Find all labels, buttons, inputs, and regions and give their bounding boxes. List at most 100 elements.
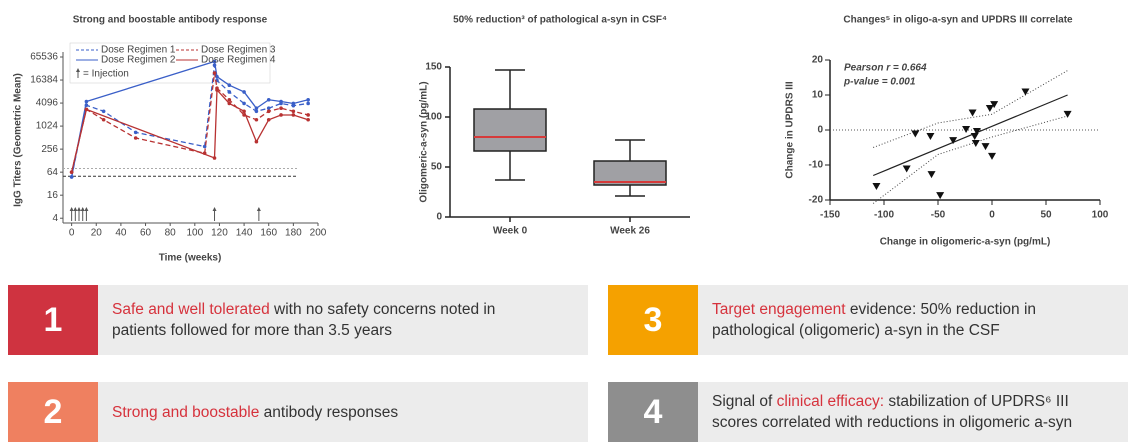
point [971,139,980,147]
card-number: 3 [608,285,698,355]
injection-note: = Injection [83,69,129,80]
card-text-part: antibody responses [259,403,399,421]
point [242,90,246,94]
x-tick-label: 140 [236,228,253,239]
card-number: 1 [8,285,98,355]
point [962,125,971,133]
point [242,109,246,114]
annotation: Pearson r = 0.664 [844,63,927,74]
card: 1 Safe and well tolerated with no safety … [8,285,588,355]
point [1021,88,1030,96]
series-line [70,72,309,173]
arrow-head [73,207,78,211]
chart-title: 50% reduction³ of pathological a-syn in … [453,15,667,26]
x-tick-label: 200 [310,228,327,239]
x-tick-label: -50 [931,210,946,221]
confidence-band [873,70,1068,148]
point [84,99,89,104]
point [872,183,881,190]
point [266,97,271,102]
x-tick-label: 80 [165,228,177,239]
y-tick-label: 4096 [36,98,59,109]
series-line [70,65,309,178]
y-tick-label: 16384 [30,75,58,86]
card: 2 Strong and boostable antibody responses [8,382,588,442]
card-text: Target engagement evidence: 50% reductio… [698,299,1126,341]
point [279,113,283,117]
x-tick-label: Week 0 [493,226,528,237]
card: 3 Target engagement evidence: 50% reducti… [608,285,1128,355]
legend-label: Dose Regimen 3 [201,45,276,56]
point [69,175,74,179]
y-axis-label: Oligomeric-a-syn (pg/mL) [419,81,430,202]
y-tick-label: -20 [809,195,824,206]
confidence-band [872,115,1068,204]
fit-line [872,94,1068,177]
point [306,101,310,106]
x-tick-label: 160 [260,228,277,239]
arrow-head [84,207,89,211]
point [202,144,207,149]
y-tick-label: 20 [812,55,824,66]
point [266,106,271,111]
arrow-head [212,207,217,211]
point [254,139,259,144]
point [266,117,271,122]
card-text-part: Strong and boostable [112,403,260,421]
point [242,101,246,106]
x-tick-label: Week 26 [610,226,650,237]
card-text: Safe and well tolerated with no safety c… [98,299,546,341]
point [279,99,283,104]
box [473,108,547,152]
arrow-head [256,207,261,211]
x-tick-label: 60 [140,228,152,239]
point [215,88,219,92]
y-axis-label: Change in UPDRS III [785,81,796,178]
point [227,97,232,102]
point [266,109,271,114]
point [306,113,310,117]
x-axis-label: Time (weeks) [159,253,222,264]
charts: Strong and boostable antibody response Ig… [13,15,1109,264]
point [101,117,106,122]
arrow-head [80,207,85,211]
point [227,101,232,106]
point [254,117,259,122]
y-tick-label: 0 [436,212,442,223]
point [212,59,217,64]
arrow-head [76,68,80,72]
card-number: 4 [608,382,698,442]
point [69,170,74,174]
point [133,130,138,135]
x-tick-label: -150 [820,210,840,221]
point [926,132,935,140]
legend [69,42,271,84]
point [291,113,296,117]
point [981,143,990,151]
point [254,109,259,114]
point [133,136,138,140]
y-tick-label: 50 [431,162,443,173]
point [227,90,232,94]
point [972,128,981,136]
point [291,109,296,114]
x-axis-label: Change in oligomeric-a-syn (pg/mL) [880,237,1051,248]
x-tick-label: 50 [1040,210,1052,221]
y-tick-label: 100 [425,112,442,123]
x-tick-label: 120 [211,228,228,239]
x-tick-label: -100 [874,210,894,221]
point [212,71,217,75]
point [215,74,219,79]
x-tick-label: 20 [91,228,103,239]
x-tick-label: 100 [1092,210,1109,221]
y-tick-label: 0 [817,125,823,136]
point [101,109,106,114]
x-tick-label: 0 [69,228,75,239]
card-text-part: with no safety concerns noted in patient… [112,301,496,339]
annotation: p-value = 0.001 [843,77,916,88]
y-tick-label: 10 [812,90,824,101]
x-tick-label: 180 [285,228,302,239]
y-tick-label: 256 [41,144,58,155]
point [212,156,217,160]
